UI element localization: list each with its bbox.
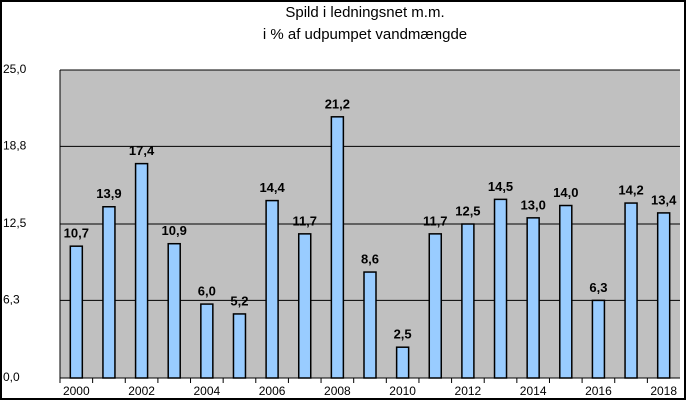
- value-label: 6,0: [198, 284, 216, 299]
- value-label: 14,4: [259, 180, 285, 195]
- value-label: 14,5: [488, 179, 513, 194]
- value-label: 21,2: [325, 96, 350, 111]
- x-tick-label: 2010: [389, 384, 416, 398]
- y-tick-label: 0,0: [3, 370, 20, 384]
- value-label: 2,5: [394, 327, 412, 342]
- x-tick-label: 2012: [455, 384, 482, 398]
- bar: [69, 245, 84, 379]
- y-tick-label: 25,0: [3, 62, 27, 76]
- value-label: 13,0: [521, 197, 546, 212]
- x-tick-label: 2014: [520, 384, 547, 398]
- bar: [167, 242, 181, 379]
- x-tick-label: 2008: [324, 384, 351, 398]
- bar: [395, 346, 410, 379]
- bar: [200, 303, 214, 379]
- value-label: 11,7: [292, 213, 317, 228]
- bar: [624, 202, 638, 379]
- value-label: 13,9: [96, 186, 121, 201]
- bar: [102, 206, 116, 379]
- chart-title: Spild i ledningsnet m.m.: [285, 4, 444, 21]
- x-tick-label: 2018: [650, 384, 677, 398]
- y-tick-label: 6,3: [3, 293, 20, 307]
- x-tick-label: 2004: [193, 384, 220, 398]
- bar: [363, 271, 377, 379]
- value-label: 10,7: [64, 226, 89, 241]
- x-tick-label: 2000: [63, 384, 90, 398]
- bar: [232, 313, 247, 379]
- bar: [265, 199, 279, 379]
- x-tick-label: 2006: [259, 384, 286, 398]
- value-label: 5,2: [230, 293, 248, 308]
- bar: [428, 233, 443, 379]
- value-label: 10,9: [162, 223, 187, 238]
- value-label: 17,4: [129, 143, 155, 158]
- value-label: 6,3: [589, 280, 607, 295]
- x-tick-label: 2016: [585, 384, 612, 398]
- x-tick-label: 2002: [128, 384, 155, 398]
- bar: [559, 204, 573, 379]
- bar: [461, 223, 475, 379]
- bar: [591, 299, 606, 379]
- chart-title: i % af udpumpet vandmængde: [263, 26, 467, 43]
- value-label: 8,6: [361, 251, 379, 266]
- bar: [330, 116, 345, 379]
- value-label: 14,0: [553, 185, 578, 200]
- bar: [656, 212, 671, 379]
- bar: [297, 233, 312, 379]
- value-label: 11,7: [423, 213, 448, 228]
- value-label: 14,2: [618, 182, 643, 197]
- bar: [134, 162, 149, 379]
- y-tick-label: 18,8: [3, 139, 27, 153]
- y-tick-label: 12,5: [3, 216, 27, 230]
- bar: [526, 217, 540, 379]
- value-label: 13,4: [651, 192, 677, 207]
- bar: [493, 198, 508, 379]
- value-label: 12,5: [455, 203, 480, 218]
